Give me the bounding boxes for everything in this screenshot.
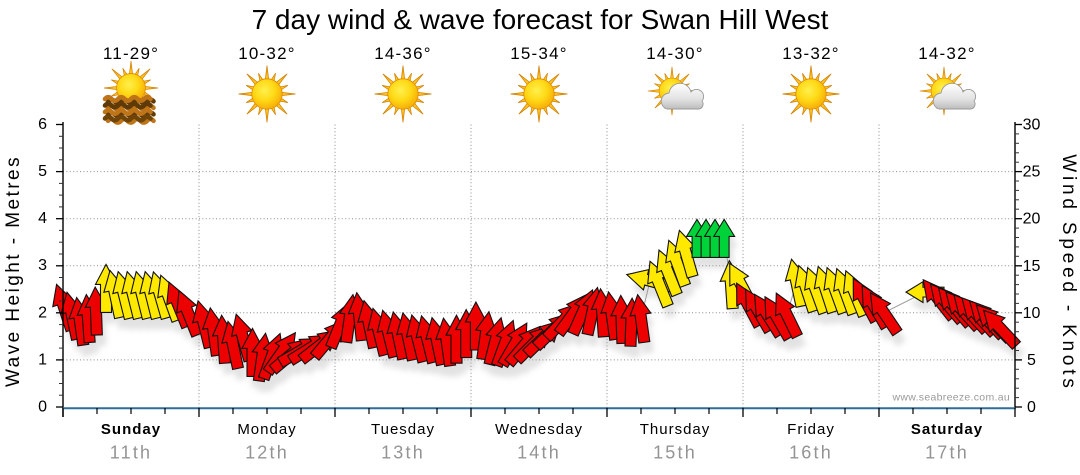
svg-text:25: 25 (1023, 164, 1041, 181)
svg-text:14-36°: 14-36° (374, 44, 431, 63)
svg-text:Saturday: Saturday (911, 421, 983, 438)
svg-text:Friday: Friday (787, 421, 835, 438)
svg-text:11th: 11th (110, 443, 153, 463)
svg-text:7 day wind & wave forecast for: 7 day wind & wave forecast for Swan Hill… (252, 4, 829, 35)
svg-text:11-29°: 11-29° (103, 44, 159, 63)
svg-text:5: 5 (38, 163, 47, 180)
svg-text:0: 0 (38, 399, 47, 416)
svg-text:2: 2 (38, 304, 47, 321)
svg-text:20: 20 (1023, 211, 1041, 228)
svg-text:15: 15 (1023, 258, 1041, 275)
svg-text:16th: 16th (789, 443, 833, 463)
svg-text:10-32°: 10-32° (238, 44, 295, 63)
svg-text:Tuesday: Tuesday (371, 421, 435, 438)
svg-text:Wednesday: Wednesday (495, 421, 583, 438)
svg-text:Sunday: Sunday (101, 421, 161, 438)
svg-text:Thursday: Thursday (640, 421, 711, 438)
svg-text:14-32°: 14-32° (918, 44, 975, 63)
svg-text:4: 4 (38, 210, 47, 227)
svg-text:17th: 17th (925, 443, 969, 463)
svg-text:5: 5 (1027, 352, 1036, 369)
svg-text:3: 3 (38, 257, 47, 274)
svg-text:15th: 15th (653, 443, 697, 463)
svg-text:13th: 13th (381, 443, 425, 463)
svg-text:Monday: Monday (237, 421, 296, 438)
svg-text:6: 6 (38, 116, 47, 133)
svg-text:1: 1 (38, 351, 47, 368)
svg-text:Wave Height - Metres: Wave Height - Metres (3, 155, 24, 387)
svg-text:0: 0 (1027, 399, 1036, 416)
svg-text:30: 30 (1023, 117, 1041, 134)
svg-text:13-32°: 13-32° (782, 44, 839, 63)
svg-text:15-34°: 15-34° (510, 44, 567, 63)
svg-text:14th: 14th (517, 443, 561, 463)
svg-text:www.seabreeze.com.au: www.seabreeze.com.au (892, 392, 1010, 404)
svg-text:10: 10 (1023, 305, 1041, 322)
svg-text:14-30°: 14-30° (646, 44, 703, 63)
svg-text:Wind Speed - Knots: Wind Speed - Knots (1058, 154, 1079, 391)
svg-text:12th: 12th (245, 443, 289, 463)
